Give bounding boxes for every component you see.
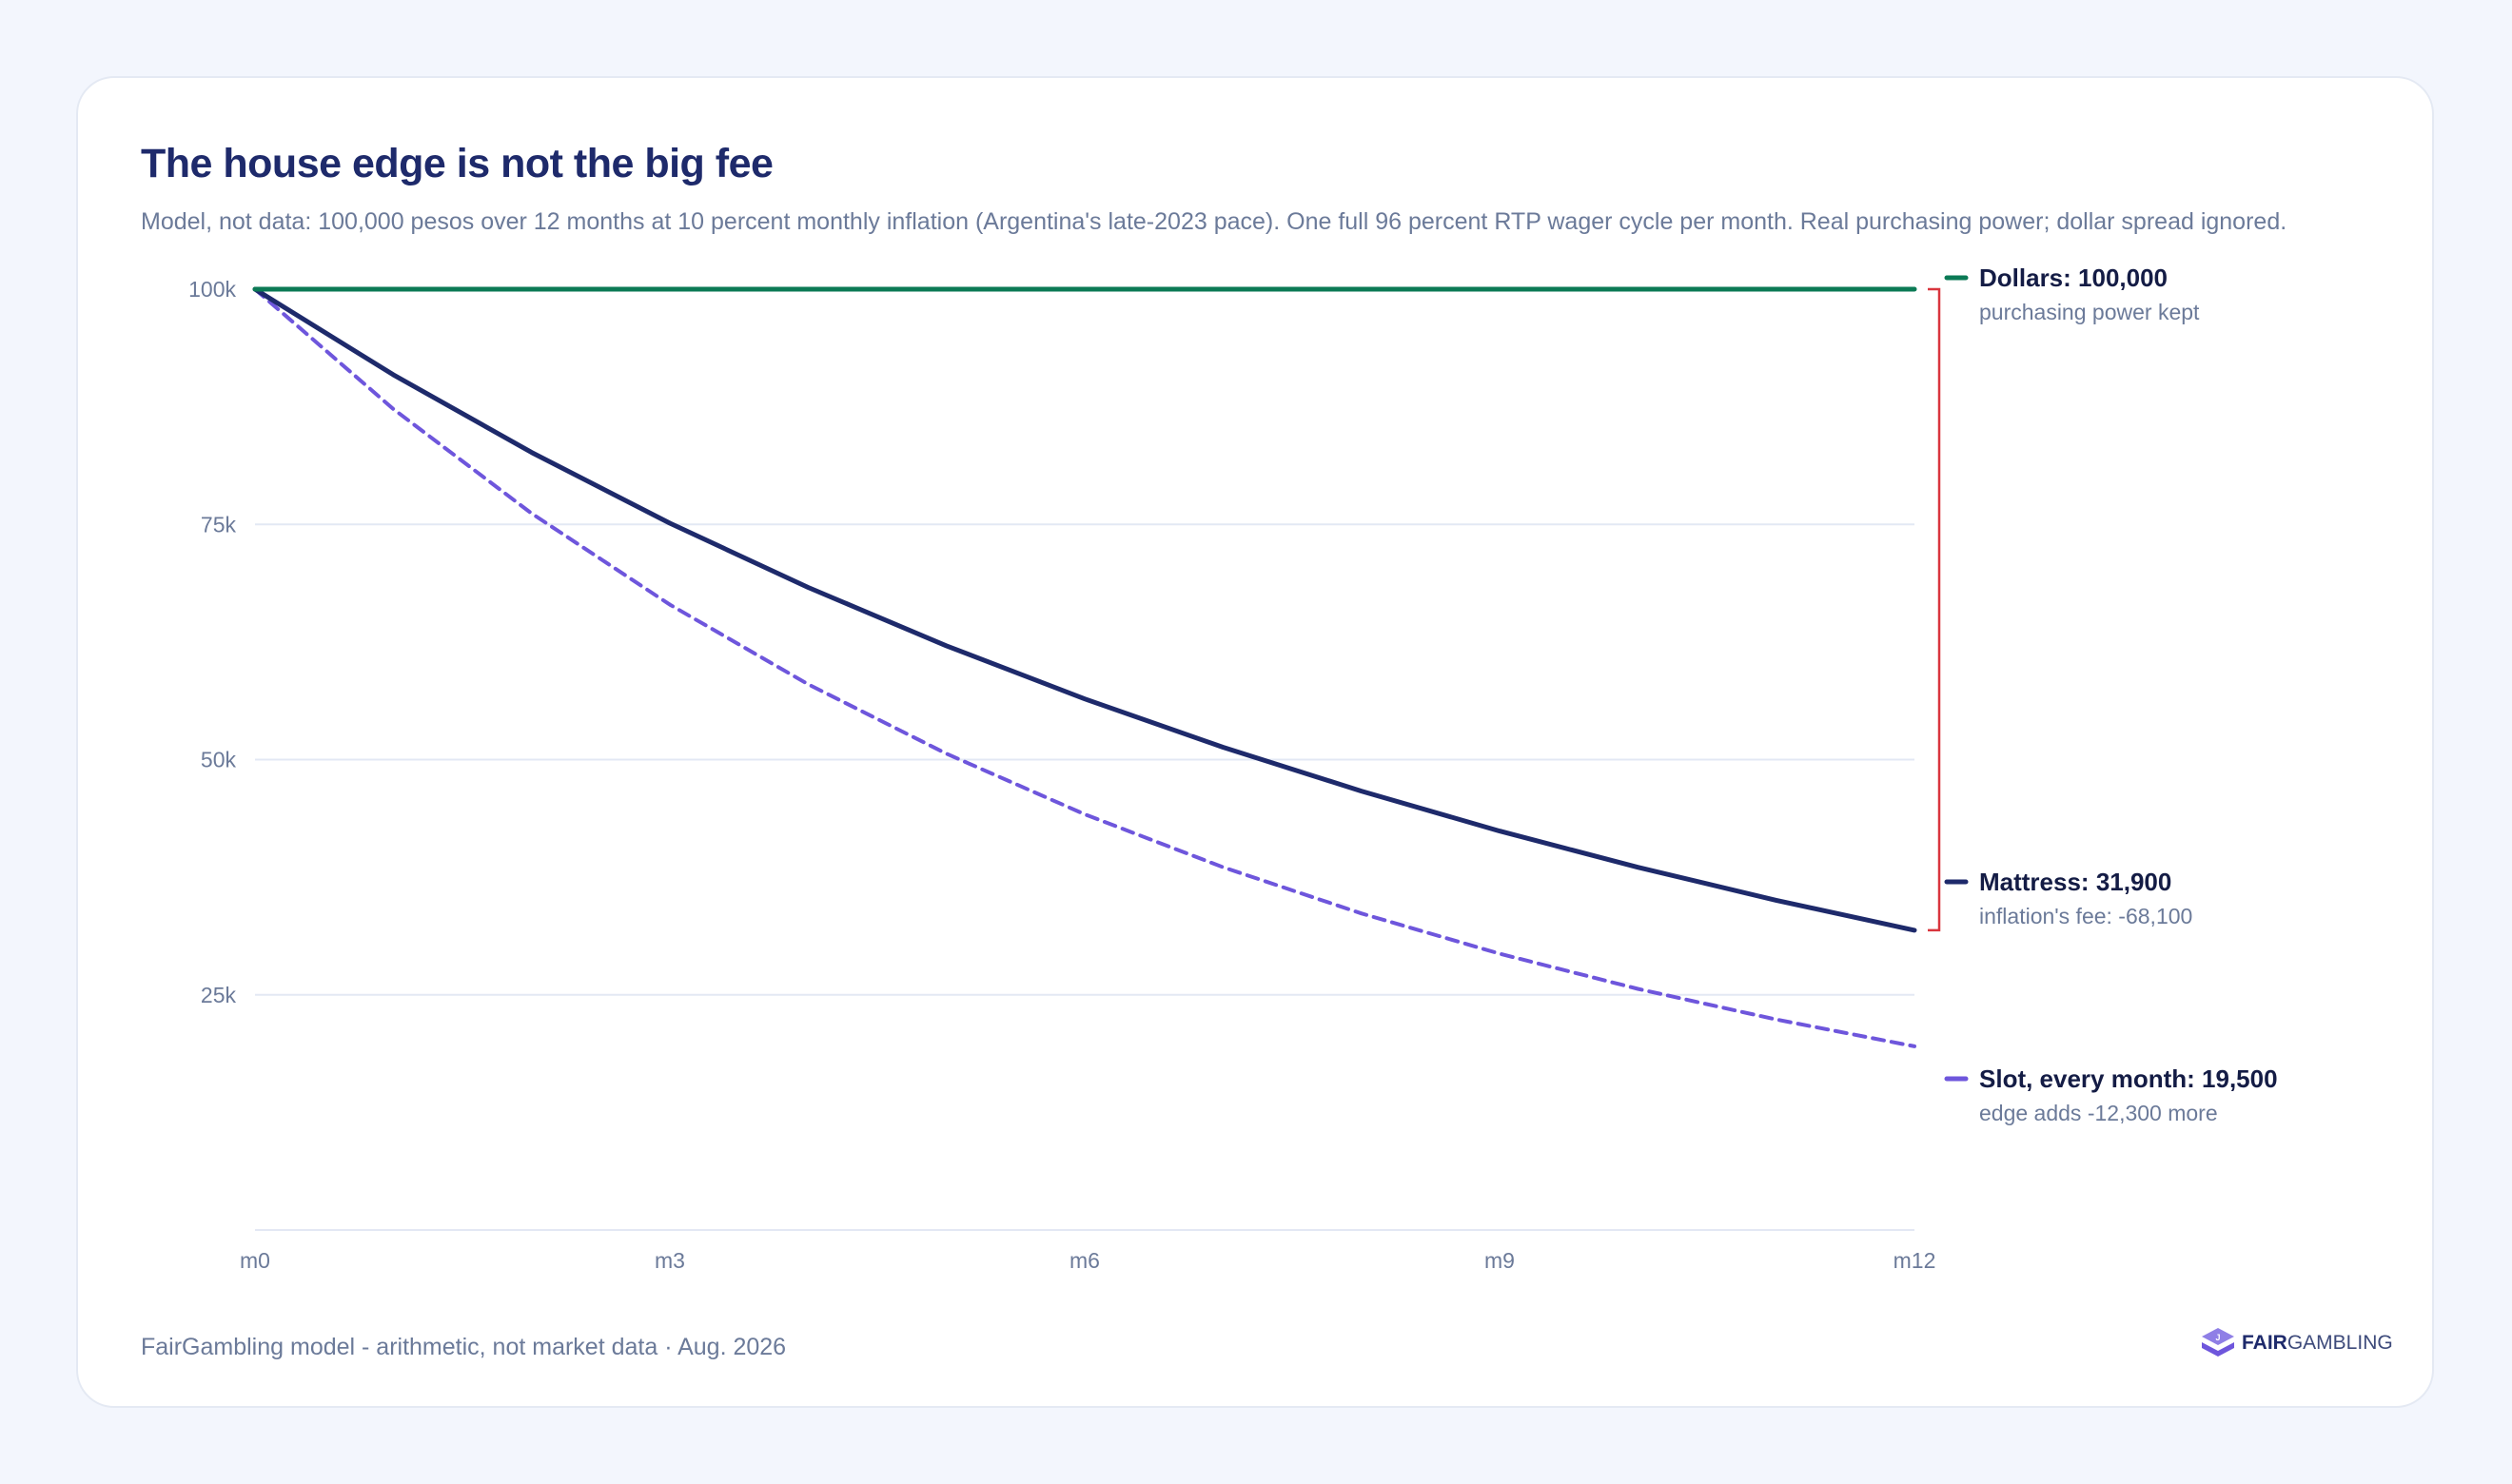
end-label-mattress: Mattress: 31,900 (1979, 868, 2171, 896)
end-note-dollars: purchasing power kept (1979, 300, 2200, 324)
y-tick-label: 75k (201, 512, 237, 537)
end-label-slot: Slot, every month: 19,500 (1979, 1064, 2278, 1093)
brand-logo: J FAIRGAMBLING (2200, 1326, 2393, 1360)
chart-card (76, 76, 2434, 1408)
x-tick-label: m0 (240, 1248, 270, 1273)
x-tick-label: m12 (1894, 1248, 1936, 1273)
source-footer: FairGambling model - arithmetic, not mar… (141, 1334, 787, 1360)
x-tick-label: m6 (1070, 1248, 1100, 1273)
inflation-bracket (1928, 287, 1941, 932)
chart-subtitle: Model, not data: 100,000 pesos over 12 m… (141, 208, 2287, 235)
y-tick-label: 25k (201, 983, 237, 1007)
series-line-mattress (252, 286, 1917, 933)
end-note-mattress: inflation's fee: -68,100 (1979, 904, 2192, 928)
y-tick-label: 100k (188, 277, 236, 302)
svg-text:J: J (2215, 1333, 2220, 1342)
x-tick-label: m3 (655, 1248, 685, 1273)
brand-wordmark: FAIRGAMBLING (2242, 1332, 2393, 1354)
end-label-dollars: Dollars: 100,000 (1979, 264, 2168, 292)
y-tick-label: 50k (201, 748, 237, 772)
x-tick-label: m9 (1484, 1248, 1515, 1273)
logo-stack-icon: J (2202, 1328, 2234, 1357)
chart-title: The house edge is not the big fee (141, 141, 774, 186)
series-line-slot (253, 287, 1916, 1048)
end-note-slot: edge adds -12,300 more (1979, 1101, 2218, 1125)
